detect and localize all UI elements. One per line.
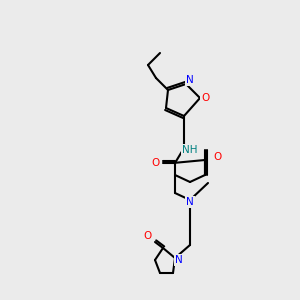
Text: O: O — [201, 93, 209, 103]
Text: O: O — [152, 158, 160, 168]
Text: O: O — [144, 231, 152, 241]
Text: NH: NH — [182, 145, 198, 155]
Text: O: O — [214, 152, 222, 162]
Text: N: N — [175, 255, 183, 265]
Text: N: N — [186, 197, 194, 207]
Text: N: N — [186, 75, 194, 85]
